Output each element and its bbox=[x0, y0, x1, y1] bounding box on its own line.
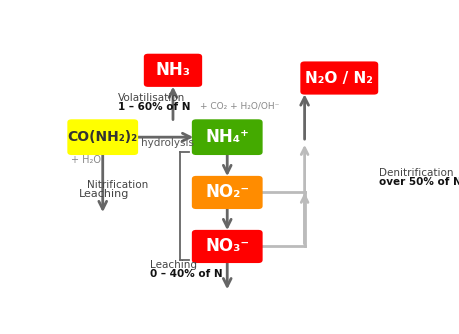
Text: over 50% of N: over 50% of N bbox=[379, 177, 459, 186]
Text: NH₄⁺: NH₄⁺ bbox=[205, 128, 249, 146]
Text: hydrolysis: hydrolysis bbox=[141, 138, 194, 148]
Text: Volatilisation: Volatilisation bbox=[118, 93, 185, 103]
Text: Denitrification: Denitrification bbox=[379, 168, 454, 178]
Text: 0 – 40% of N: 0 – 40% of N bbox=[150, 269, 223, 279]
FancyBboxPatch shape bbox=[67, 119, 138, 155]
Text: + CO₂ + H₂O/OH⁻: + CO₂ + H₂O/OH⁻ bbox=[200, 101, 279, 110]
Text: 1 – 60% of N: 1 – 60% of N bbox=[118, 103, 190, 113]
FancyBboxPatch shape bbox=[192, 176, 263, 209]
Text: NO₃⁻: NO₃⁻ bbox=[205, 237, 249, 256]
Text: N₂O / N₂: N₂O / N₂ bbox=[305, 70, 373, 86]
Text: Nitrification: Nitrification bbox=[87, 180, 148, 190]
Text: Leaching: Leaching bbox=[150, 260, 197, 270]
FancyBboxPatch shape bbox=[300, 61, 378, 95]
Text: Leaching: Leaching bbox=[79, 189, 129, 199]
FancyBboxPatch shape bbox=[192, 230, 263, 263]
Text: NH₃: NH₃ bbox=[156, 61, 190, 79]
FancyBboxPatch shape bbox=[192, 119, 263, 155]
Text: CO(NH₂)₂: CO(NH₂)₂ bbox=[67, 130, 138, 144]
Text: NO₂⁻: NO₂⁻ bbox=[205, 183, 249, 201]
Text: + H₂O: + H₂O bbox=[71, 155, 101, 165]
FancyBboxPatch shape bbox=[144, 54, 202, 87]
